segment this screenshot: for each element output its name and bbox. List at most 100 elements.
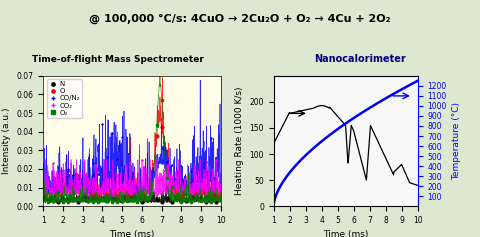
O₂ (45, 201, 51, 204)
CO₂ (80, 193, 85, 196)
O₂ (159, 98, 165, 101)
CO₂ (149, 190, 155, 193)
N (124, 192, 130, 195)
CO₂ (75, 180, 81, 182)
CO/N₂ (120, 136, 125, 139)
O (90, 175, 96, 178)
O (105, 193, 110, 196)
O₂ (193, 192, 199, 195)
CO/N₂ (144, 188, 150, 191)
O₂ (80, 192, 85, 195)
O (204, 184, 209, 187)
N (169, 201, 175, 204)
N (139, 201, 145, 204)
CO₂ (208, 184, 214, 187)
N (45, 199, 51, 202)
Line: CO₂: CO₂ (42, 158, 217, 196)
N (164, 197, 169, 200)
CO₂ (134, 194, 140, 196)
CO₂ (55, 192, 61, 195)
CO₂ (183, 189, 189, 192)
CO/N₂ (164, 160, 169, 163)
CO/N₂ (139, 187, 145, 190)
CO₂ (204, 193, 209, 196)
CO/N₂ (75, 177, 81, 180)
CO/N₂ (95, 173, 100, 176)
CO/N₂ (65, 187, 71, 190)
CO₂ (139, 158, 145, 161)
O₂ (213, 197, 219, 200)
O₂ (208, 201, 214, 204)
O (169, 178, 175, 181)
Y-axis label: Intensity (a.u.): Intensity (a.u.) (2, 108, 11, 174)
CO₂ (129, 188, 135, 191)
N (213, 201, 219, 204)
Legend: N, O, CO/N₂, CO₂, O₂: N, O, CO/N₂, CO₂, O₂ (47, 79, 82, 118)
CO₂ (114, 173, 120, 176)
N (183, 200, 189, 202)
O (134, 187, 140, 189)
CO/N₂ (149, 175, 155, 178)
CO₂ (213, 158, 219, 161)
O (139, 195, 145, 197)
O₂ (50, 200, 56, 203)
N (174, 196, 180, 198)
O₂ (169, 185, 175, 188)
Line: O: O (42, 125, 217, 198)
Text: Time-of-flight Mass Spectrometer: Time-of-flight Mass Spectrometer (32, 55, 204, 64)
CO/N₂ (70, 173, 76, 176)
CO/N₂ (85, 185, 91, 188)
O₂ (105, 200, 110, 203)
O₂ (124, 199, 130, 202)
CO₂ (179, 192, 184, 195)
N (120, 200, 125, 203)
CO/N₂ (169, 164, 175, 167)
O₂ (189, 200, 194, 203)
O (159, 125, 165, 128)
N (193, 198, 199, 201)
CO₂ (50, 162, 56, 165)
N (75, 201, 81, 204)
N (204, 201, 209, 204)
CO/N₂ (198, 180, 204, 182)
O₂ (134, 200, 140, 203)
CO₂ (65, 189, 71, 192)
CO₂ (169, 187, 175, 189)
O (114, 194, 120, 197)
CO₂ (124, 188, 130, 191)
CO/N₂ (40, 182, 46, 185)
CO/N₂ (183, 184, 189, 187)
O₂ (85, 200, 91, 203)
N (159, 200, 165, 203)
O₂ (179, 201, 184, 203)
O (189, 190, 194, 193)
N (129, 196, 135, 199)
O₂ (99, 199, 105, 202)
O₂ (154, 124, 160, 127)
N (208, 200, 214, 203)
O₂ (204, 200, 209, 203)
O (109, 180, 115, 183)
N (40, 196, 46, 198)
CO₂ (189, 192, 194, 195)
CO/N₂ (179, 191, 184, 194)
CO/N₂ (154, 161, 160, 164)
Y-axis label: Temperature (°C): Temperature (°C) (452, 102, 461, 180)
CO/N₂ (55, 166, 61, 169)
O (149, 170, 155, 173)
O₂ (60, 201, 66, 204)
O (55, 187, 61, 189)
O₂ (40, 199, 46, 201)
O (198, 191, 204, 194)
CO₂ (60, 182, 66, 185)
CO₂ (120, 191, 125, 194)
Text: @ 100,000 °C/s: 4CuO → 2Cu₂O + O₂ → 4Cu + 2O₂: @ 100,000 °C/s: 4CuO → 2Cu₂O + O₂ → 4Cu … (89, 14, 391, 24)
Text: Nanocalorimeter: Nanocalorimeter (314, 54, 406, 64)
CO/N₂ (189, 169, 194, 172)
O (95, 194, 100, 197)
N (114, 197, 120, 200)
O (70, 191, 76, 193)
O₂ (149, 191, 155, 194)
N (134, 192, 140, 195)
O₂ (90, 200, 96, 203)
